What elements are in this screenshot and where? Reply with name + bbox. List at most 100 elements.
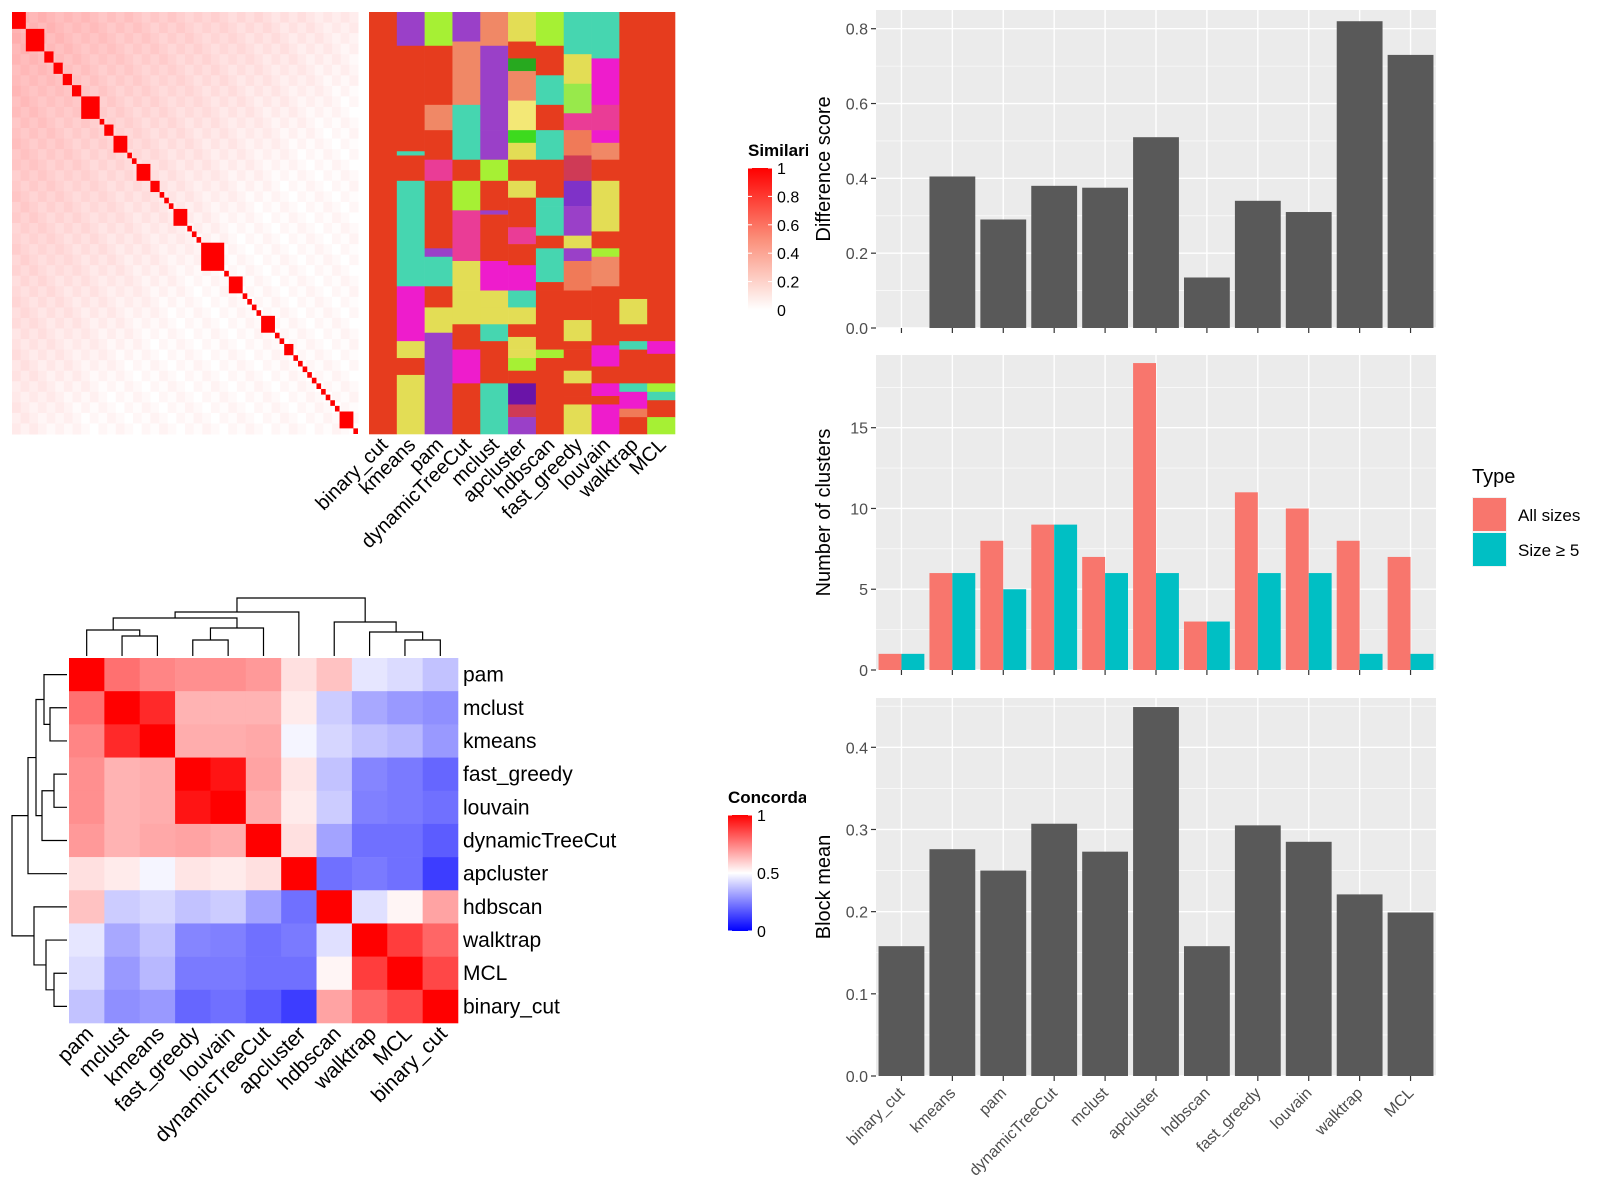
similarity-cell	[89, 244, 99, 256]
similarity-cell	[245, 244, 255, 256]
annotation-class-cell	[508, 210, 537, 228]
similarity-cell	[107, 349, 117, 361]
similarity-cell	[262, 244, 272, 256]
similarity-cell	[167, 54, 177, 66]
similarity-cell	[89, 191, 99, 203]
similarity-cell	[228, 296, 238, 308]
similarity-cell	[297, 370, 307, 382]
similarity-cell	[288, 75, 298, 87]
similarity-cell	[349, 244, 359, 256]
similarity-cell	[72, 138, 82, 150]
similarity-cell	[167, 275, 177, 287]
similarity-cell	[228, 212, 238, 224]
similarity-cell	[72, 201, 82, 213]
similarity-cell	[89, 159, 99, 171]
similarity-cell	[12, 96, 22, 108]
similarity-cell	[280, 286, 290, 298]
similarity-cell	[107, 244, 117, 256]
similarity-cell	[176, 360, 186, 372]
similarity-cell	[159, 412, 169, 424]
similarity-cell	[228, 191, 238, 203]
similarity-cell	[115, 233, 125, 245]
similarity-cell	[245, 286, 255, 298]
similarity-cell	[150, 106, 160, 118]
similarity-cell	[306, 402, 316, 414]
similarity-cell	[245, 128, 255, 140]
similarity-cell	[340, 149, 350, 161]
type-legend-label-all: All sizes	[1518, 506, 1580, 525]
annotation-class-cell	[563, 404, 592, 435]
concordance-row-label: walktrap	[462, 929, 541, 952]
similarity-cell	[141, 96, 151, 108]
similarity-cell	[37, 381, 48, 393]
similarity-legend-tick-label: 0.8	[777, 189, 799, 206]
similarity-cell	[141, 402, 151, 414]
similarity-cell	[245, 212, 255, 224]
similarity-cell	[219, 233, 229, 245]
similarity-cell	[236, 391, 247, 403]
similarity-cell	[176, 12, 186, 24]
concordance-cell	[139, 857, 176, 891]
similarity-cell	[306, 286, 316, 298]
similarity-cell	[349, 349, 359, 361]
similarity-cell	[288, 191, 298, 203]
y-axis-title: Number of clusters	[813, 429, 835, 597]
similarity-cell	[288, 317, 298, 329]
concordance-cell	[422, 823, 459, 858]
similarity-cell	[288, 64, 298, 76]
similarity-cell	[340, 191, 350, 203]
similarity-cell	[72, 75, 82, 87]
annotation-class-cell	[424, 130, 453, 160]
y-tick-label: 0.4	[846, 740, 868, 757]
similarity-cell	[46, 317, 56, 329]
similarity-cell	[55, 391, 65, 403]
bar	[980, 870, 1027, 1076]
similarity-cell	[46, 244, 56, 256]
similarity-cell	[20, 223, 30, 235]
similarity-cell	[20, 75, 30, 87]
similarity-cell	[297, 296, 307, 308]
similarity-cell	[254, 296, 264, 308]
similarity-cell	[219, 64, 229, 76]
annotation-class-cell	[396, 286, 425, 342]
similarity-diagonal-block	[325, 394, 331, 401]
annotation-class-cell	[424, 180, 453, 249]
bar	[1105, 573, 1128, 670]
similarity-cell	[89, 349, 99, 361]
similarity-cell	[332, 233, 342, 245]
similarity-cell	[254, 170, 264, 182]
concordance-cell	[422, 658, 459, 692]
bar	[1308, 573, 1332, 670]
similarity-cell	[254, 328, 264, 340]
similarity-cell	[167, 381, 177, 393]
similarity-cell	[323, 106, 333, 118]
similarity-cell	[219, 307, 229, 319]
concordance-cell	[351, 757, 388, 792]
concordance-cell	[316, 890, 353, 924]
annotation-class-cell	[508, 358, 537, 371]
bar	[1082, 187, 1128, 328]
similarity-cell	[193, 423, 203, 435]
similarity-cell	[37, 296, 48, 308]
similarity-cell	[12, 349, 22, 361]
similarity-diagonal-block	[71, 85, 82, 97]
similarity-cell	[55, 149, 65, 161]
similarity-cell	[202, 339, 212, 351]
similarity-cell	[185, 149, 195, 161]
similarity-cell	[306, 159, 316, 171]
similarity-cell	[12, 423, 22, 435]
concordance-cell	[139, 823, 176, 858]
similarity-cell	[340, 370, 350, 382]
similarity-cell	[349, 138, 359, 150]
similarity-cell	[219, 423, 229, 435]
similarity-cell	[124, 22, 134, 34]
similarity-cell	[254, 317, 264, 329]
similarity-cell	[29, 201, 39, 213]
bar	[952, 573, 976, 670]
dendrogram-link	[333, 621, 397, 656]
annotation-class-cell	[452, 404, 481, 435]
similarity-cell	[124, 423, 134, 435]
similarity-cell	[193, 33, 203, 45]
similarity-cell	[219, 117, 229, 129]
